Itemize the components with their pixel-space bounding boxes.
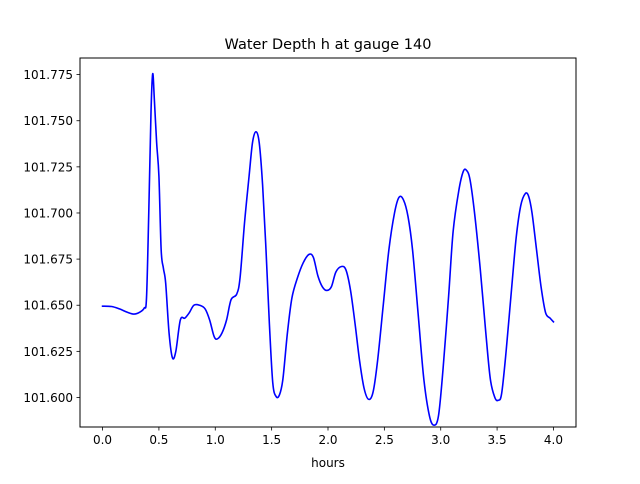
y-tick-label: 101.650 [23,299,73,313]
x-tick-label: 1.0 [206,433,225,447]
x-tick-label: 1.5 [262,433,281,447]
axes-layer: 0.0 0.5 1.0 1.5 2.0 2.5 3.0 3.5 4.0 101.600 101.62… [23,68,563,447]
x-tick-label: 0.0 [93,433,112,447]
x-tick-label: 3.0 [431,433,450,447]
plot-frame [79,57,577,428]
x-tick-label: 0.5 [149,433,168,447]
chart-title: Water Depth h at gauge 140 [225,37,432,53]
y-tick-label: 101.775 [23,68,73,82]
y-tick-label: 101.750 [23,114,73,128]
x-tick-label: 2.0 [318,433,337,447]
y-tick-label: 101.700 [23,206,73,220]
x-axis-label: hours [311,456,345,470]
series-line-0 [101,72,555,426]
plot-data-layer [101,72,555,426]
x-tick-label: 2.5 [375,433,394,447]
x-tick-label: 3.5 [488,433,507,447]
x-tick-label: 4.0 [544,433,563,447]
y-tick-label: 101.675 [23,253,73,267]
y-tick-label: 101.725 [23,160,73,174]
y-tick-label: 101.625 [23,345,73,359]
y-tick-label: 101.600 [23,391,73,405]
